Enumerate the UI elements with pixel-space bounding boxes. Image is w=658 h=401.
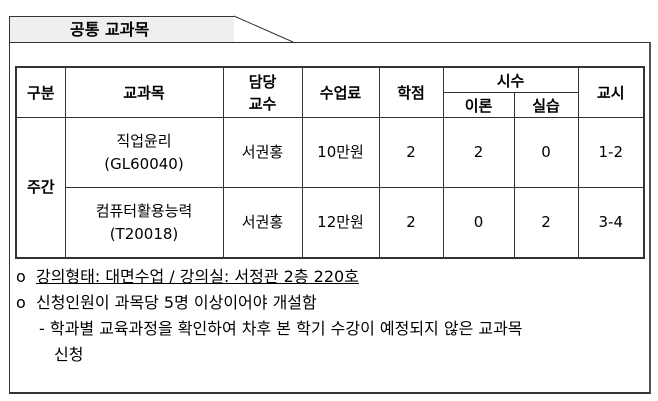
- header-theory: 이론: [442, 92, 515, 118]
- tab-diagonal: [233, 15, 294, 43]
- practice-cell: 0: [513, 117, 579, 188]
- section-title: 공통 교과목: [70, 20, 150, 39]
- fee-cell: 10만원: [301, 117, 380, 188]
- table-row: 주간 직업윤리 (GL60040) 서권홍 10만원 2 2 0 1-2: [15, 117, 645, 259]
- note-item: o 강의형태: 대면수업 / 강의실: 서정관 2층 220호: [16, 267, 359, 286]
- course-table: 구분 교과목 담당 교수 수업료 학점 시수 교시 이론 실습 주간 직업윤리 (G…: [15, 66, 645, 259]
- note-item: o 신청인원이 과목당 5명 이상이어야 개설함: [16, 293, 317, 312]
- note-subitem-cont: 신청: [54, 345, 84, 364]
- section-title-tab: 공통 교과목: [9, 16, 234, 42]
- category-cell: 주간: [15, 117, 66, 259]
- subject-cell: 직업윤리 (GL60040): [64, 117, 224, 188]
- content-box: [9, 42, 651, 394]
- header-period: 교시: [577, 66, 645, 118]
- note-enrollment: 신청인원이 과목당 5명 이상이어야 개설함: [35, 293, 317, 312]
- fee-cell: 12만원: [301, 187, 380, 259]
- header-practice: 실습: [513, 92, 579, 118]
- header-subject: 교과목: [64, 66, 224, 118]
- header-credits: 학점: [378, 66, 444, 118]
- header-category: 구분: [15, 66, 66, 118]
- note-lecture-info: 강의형태: 대면수업 / 강의실: 서정관 2층 220호: [35, 267, 359, 286]
- note-subitem: - 학과별 교육과정을 확인하여 차후 본 학기 수강이 예정되지 않은 교과목: [39, 319, 523, 338]
- period-cell: 3-4: [577, 187, 645, 259]
- professor-cell: 서권홍: [222, 187, 303, 259]
- header-fee: 수업료: [301, 66, 380, 118]
- theory-cell: 2: [442, 117, 515, 188]
- period-cell: 1-2: [577, 117, 645, 188]
- credits-cell: 2: [378, 187, 444, 259]
- professor-cell: 서권홍: [222, 117, 303, 188]
- practice-cell: 2: [513, 187, 579, 259]
- header-professor: 담당 교수: [222, 66, 303, 118]
- table-row: 컴퓨터활용능력 (T20018) 서권홍 12만원 2 0 2 3-4: [16, 187, 645, 259]
- header-hours: 시수: [442, 66, 579, 93]
- theory-cell: 0: [442, 187, 515, 259]
- subject-cell: 컴퓨터활용능력 (T20018): [64, 187, 224, 259]
- notes: o 강의형태: 대면수업 / 강의실: 서정관 2층 220호 o 신청인원이 …: [16, 264, 523, 368]
- credits-cell: 2: [378, 117, 444, 188]
